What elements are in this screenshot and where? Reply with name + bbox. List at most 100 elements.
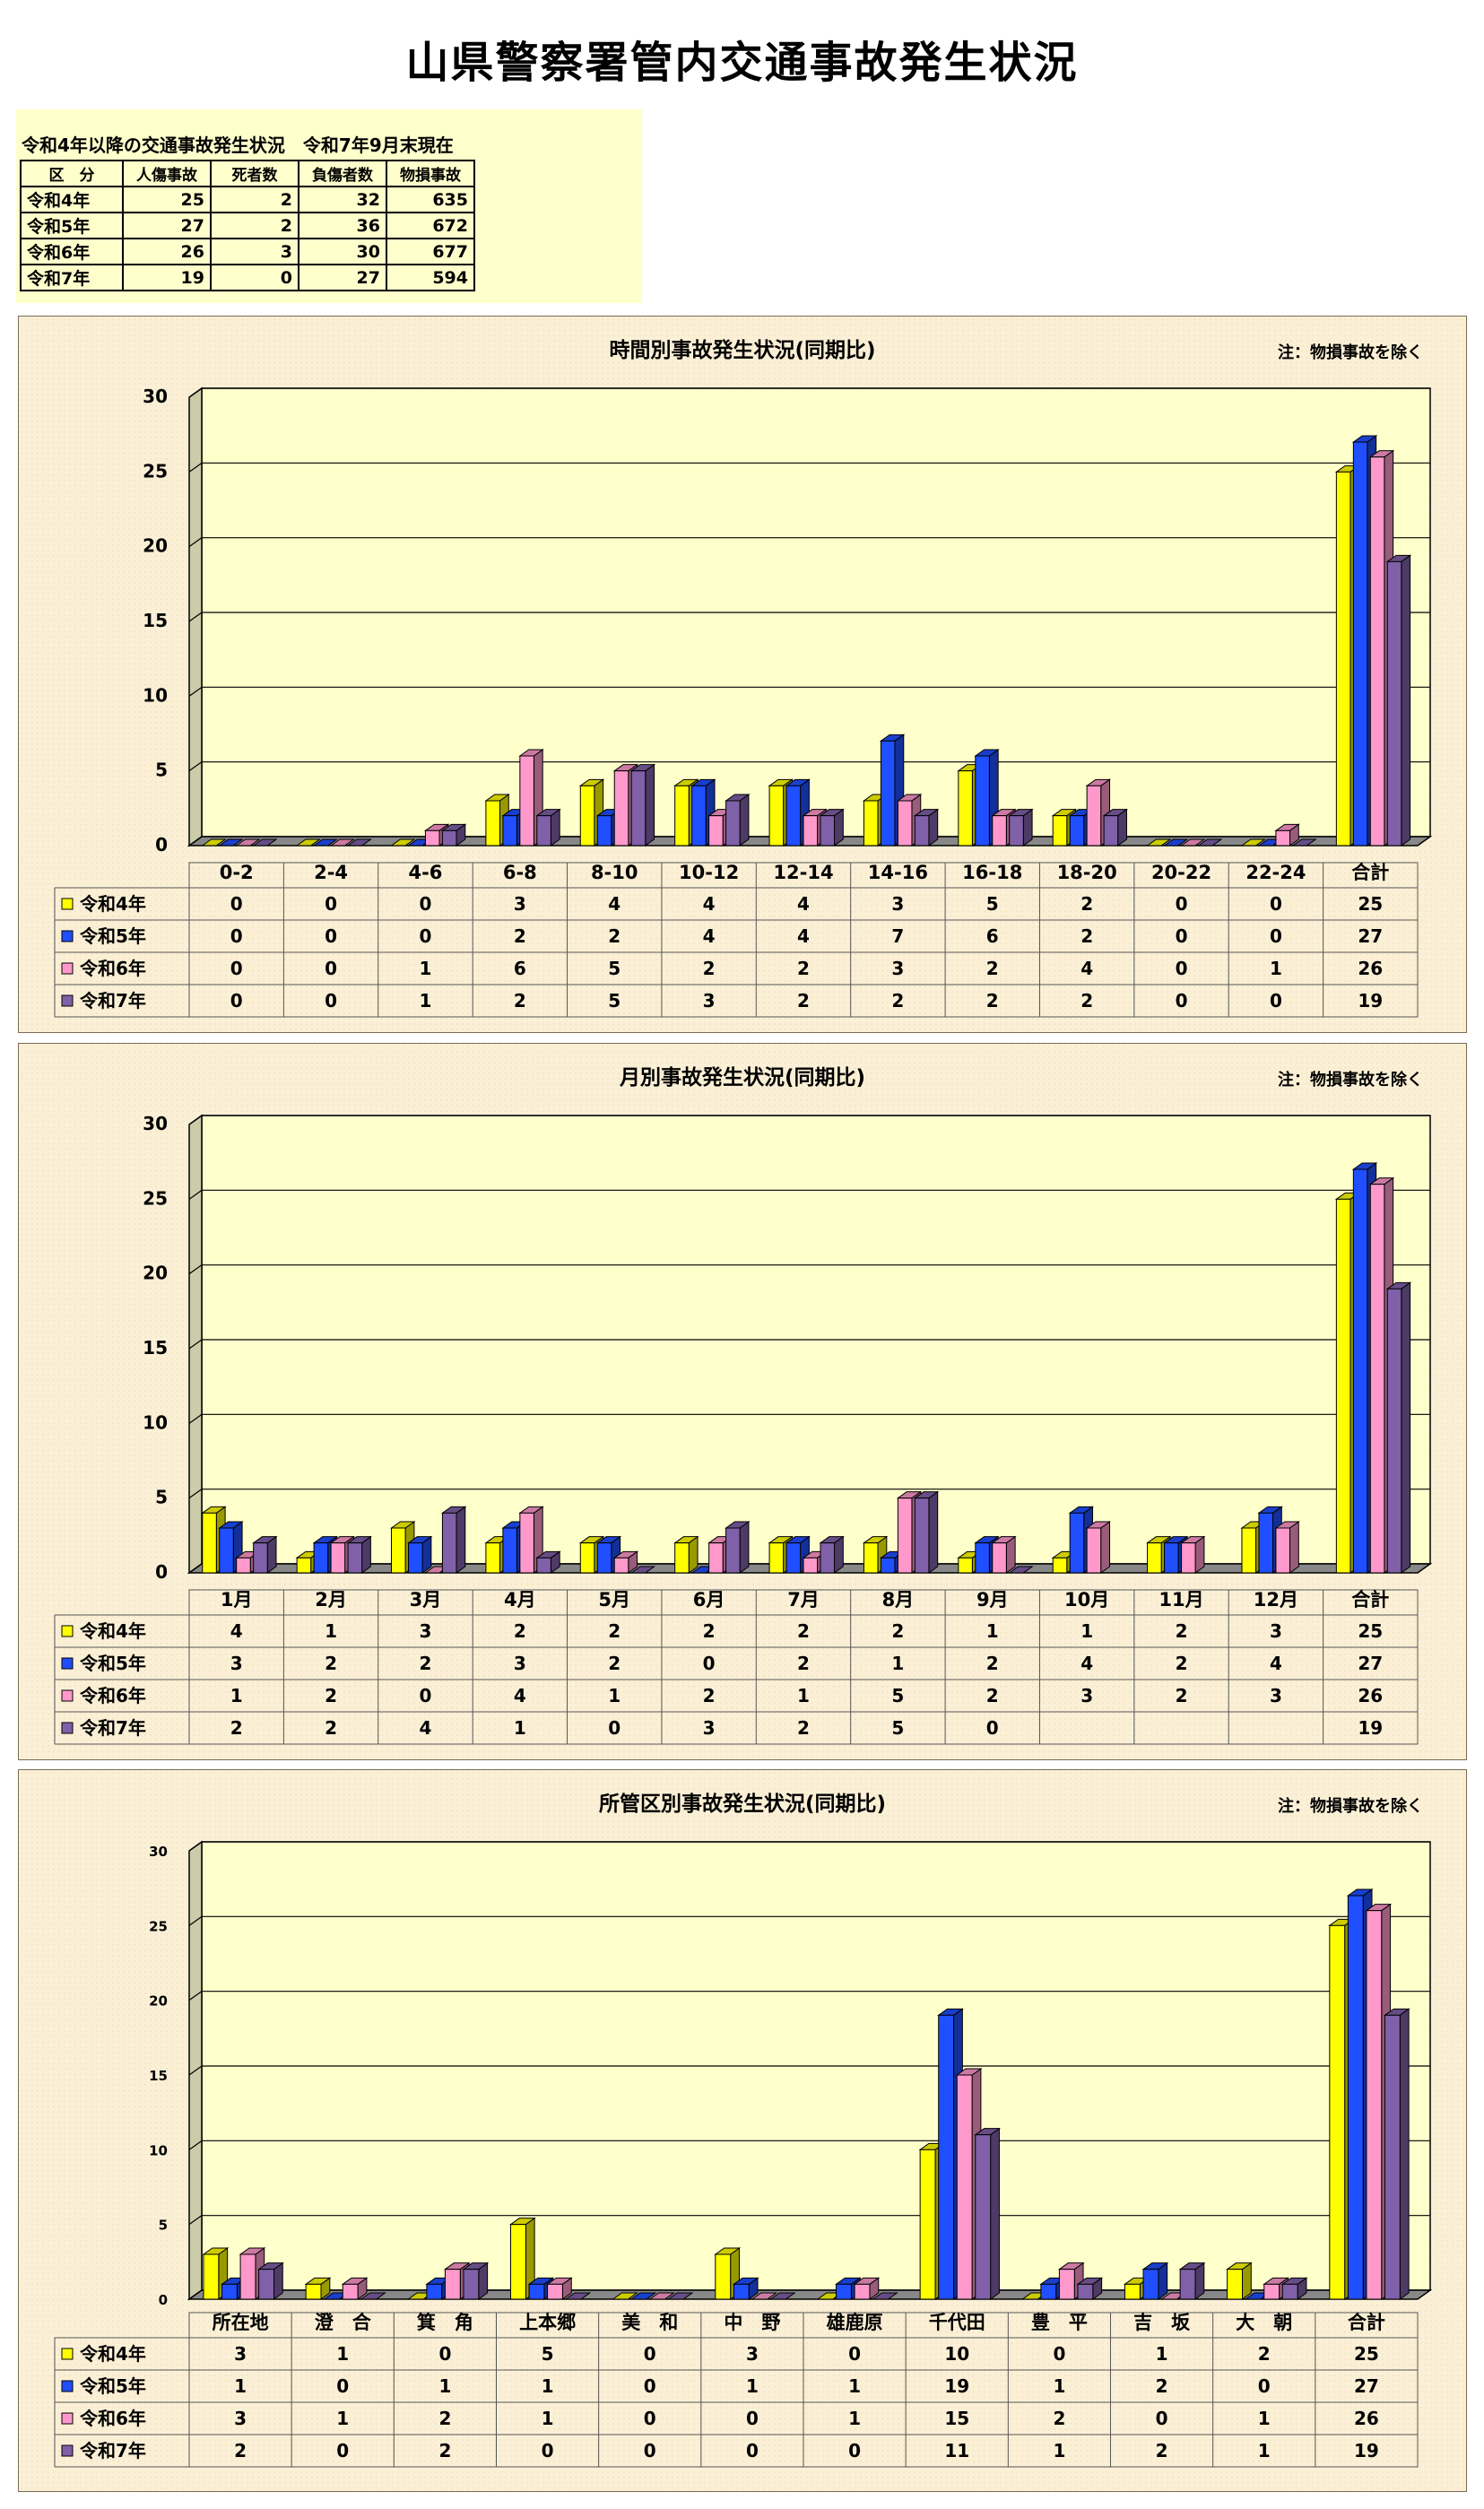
bar-front: [613, 770, 629, 846]
y-tick-label: 25: [149, 1918, 168, 1934]
bar-side: [1399, 2008, 1410, 2300]
category-label: 9月: [976, 1589, 1009, 1610]
data-value-label: 1: [1053, 2375, 1065, 2397]
page-title: 山県警察署管内交通事故発生状況: [405, 38, 1079, 88]
bar: [1280, 2277, 1308, 2300]
gridline-side: [188, 1489, 203, 1499]
bar: [1141, 2262, 1169, 2300]
data-value-label: 4: [514, 1685, 526, 1706]
gridline-side: [188, 2065, 203, 2076]
legend-key: [61, 962, 74, 975]
bar-front: [897, 800, 913, 846]
bar-front: [1347, 1895, 1364, 2300]
data-value-label: 19: [1358, 1717, 1383, 1739]
data-value-label: 6: [986, 925, 999, 947]
summary-cell: 594: [386, 264, 475, 291]
data-value-label: 0: [703, 1653, 716, 1674]
data-value-label: 2: [891, 990, 904, 1011]
bar-front: [463, 2269, 480, 2300]
data-value-label: 2: [325, 1685, 337, 1706]
bar-front: [536, 815, 551, 846]
bar: [440, 823, 467, 846]
bar: [1178, 2262, 1206, 2300]
data-value-label: 1: [336, 2408, 349, 2429]
category-label: 所在地: [213, 2312, 269, 2333]
data-value-label: 4: [797, 893, 810, 915]
gridline-side: [188, 1915, 203, 1926]
bar: [991, 1535, 1017, 1574]
data-value-label: 25: [1358, 1620, 1383, 1642]
category-label: 合計: [1351, 1589, 1389, 1610]
bar-front: [1275, 829, 1290, 846]
data-value-label: 2: [703, 958, 716, 979]
summary-heading: 令和4年以降の交通事故発生状況 令和7年9月末現在: [22, 135, 454, 156]
data-value-label: 2: [1156, 2440, 1168, 2461]
summary-cell: 2: [210, 212, 299, 239]
bar-side: [990, 2127, 1000, 2300]
legend-label: 令和7年: [80, 2440, 146, 2461]
legend-key: [61, 1657, 74, 1670]
summary-cell: 27: [298, 264, 387, 291]
data-value-label: 3: [703, 1717, 716, 1739]
chart-title: 時間別事故発生状況(同期比): [609, 339, 876, 362]
bar-front: [1142, 2269, 1159, 2300]
bar-front: [426, 2283, 443, 2300]
bar-front: [579, 1542, 595, 1574]
category-label: 12月: [1254, 1589, 1298, 1610]
data-value-label: 5: [608, 958, 621, 979]
bar: [1163, 838, 1189, 846]
bar-front: [1103, 815, 1119, 846]
bar-top: [201, 838, 227, 846]
gridline-side: [188, 1115, 203, 1125]
gridline-side: [188, 1413, 203, 1424]
bar-front: [1263, 2283, 1280, 2300]
y-tick-label: 5: [155, 1487, 168, 1508]
category-label: 1月: [221, 1589, 253, 1610]
data-value-label: 2: [608, 925, 621, 947]
data-value-label: 15: [944, 2408, 969, 2429]
bar: [304, 2277, 332, 2300]
bar-front: [441, 829, 457, 846]
bar: [508, 2217, 536, 2300]
bar-top: [1196, 838, 1223, 846]
bar-front: [854, 2283, 871, 2300]
bar: [1240, 838, 1266, 846]
bar-front: [803, 815, 819, 846]
bar-top: [564, 2292, 592, 2300]
bar: [218, 838, 244, 846]
gridline-side: [188, 1841, 203, 1852]
legend-label: 令和4年: [80, 893, 146, 915]
bar: [1274, 823, 1300, 846]
summary-col-header: 人傷事故: [122, 160, 212, 187]
bar: [1291, 838, 1317, 846]
bar-front: [919, 2149, 936, 2300]
summary-cell: 32: [298, 186, 387, 213]
bar-front: [342, 2283, 359, 2300]
data-value-label: 1: [420, 990, 432, 1011]
bar-front: [1086, 1527, 1102, 1574]
bar: [360, 2292, 387, 2300]
data-value-label: 19: [944, 2375, 969, 2397]
data-value-label: 0: [1176, 893, 1188, 915]
bar: [768, 2292, 796, 2300]
bar-side: [1289, 1521, 1299, 1574]
bar-side: [456, 1506, 466, 1574]
category-label: 上本郷: [519, 2312, 576, 2333]
bar-front: [708, 1542, 724, 1574]
gridline-side: [188, 537, 203, 548]
category-label: 箕 角: [417, 2312, 473, 2333]
bar: [629, 1566, 656, 1574]
bar-top: [218, 838, 244, 846]
bar-front: [630, 770, 647, 846]
y-tick-label: 0: [159, 2292, 168, 2308]
bar: [389, 838, 416, 846]
data-value-label: 3: [891, 893, 904, 915]
bar-front: [202, 1512, 217, 1574]
bar: [751, 2292, 778, 2300]
data-value-label: 2: [703, 1685, 716, 1706]
bar-front: [1147, 1542, 1162, 1574]
bar-front: [914, 815, 930, 846]
bar: [629, 763, 656, 846]
bar-front: [330, 1542, 346, 1574]
